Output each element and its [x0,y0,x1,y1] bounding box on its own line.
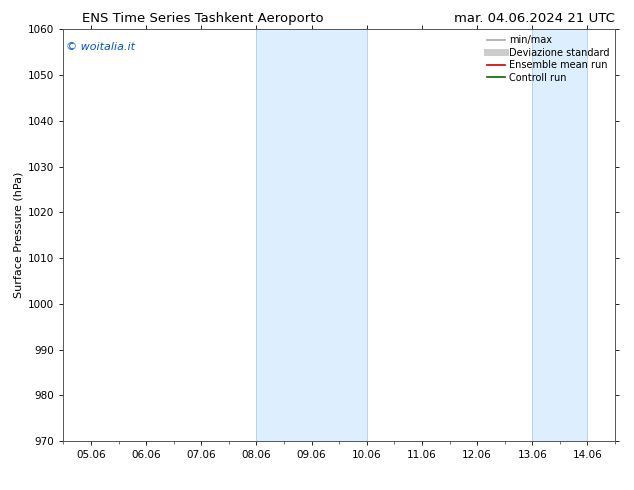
Bar [533,29,588,441]
Legend: min/max, Deviazione standard, Ensemble mean run, Controll run: min/max, Deviazione standard, Ensemble m… [483,31,613,86]
Text: mar. 04.06.2024 21 UTC: mar. 04.06.2024 21 UTC [454,12,615,25]
Y-axis label: Surface Pressure (hPa): Surface Pressure (hPa) [14,172,24,298]
Bar [256,29,367,441]
Text: ENS Time Series Tashkent Aeroporto: ENS Time Series Tashkent Aeroporto [82,12,324,25]
Text: © woitalia.it: © woitalia.it [66,42,135,52]
